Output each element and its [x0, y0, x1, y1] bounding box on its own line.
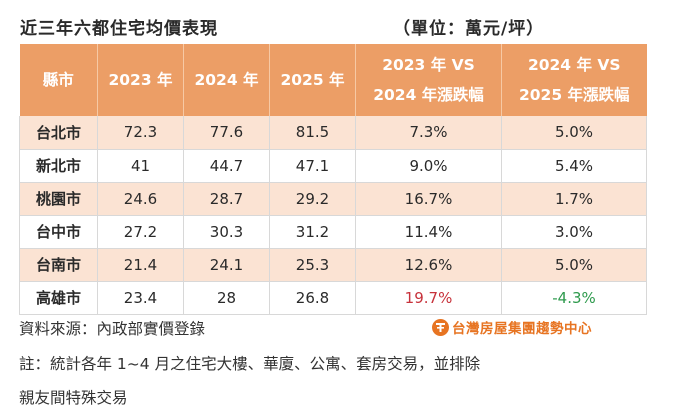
price-2023-cell: 21.4: [97, 248, 184, 282]
price-2024-cell: 77.6: [183, 116, 270, 150]
footnote-line-2: 親友間特殊交易: [19, 389, 128, 407]
city-cell: 桃園市: [19, 182, 98, 216]
data-source-note: 資料來源：內政部實價登錄: [19, 320, 206, 338]
change-2024-2025-cell: 3.0%: [501, 215, 647, 249]
brand-label: 台灣房屋集團趨勢中心: [432, 317, 592, 337]
price-2023-cell: 23.4: [97, 281, 184, 315]
change-2024-2025-cell: 5.0%: [501, 116, 647, 150]
price-2025-cell: 25.3: [269, 248, 356, 282]
price-2025-cell: 47.1: [269, 149, 356, 183]
table-row: 新北市 41 44.7 47.1 9.0% 5.4%: [19, 149, 647, 183]
change-2023-2024-cell-highlight: 19.7%: [355, 281, 502, 315]
header-city: 縣市: [19, 44, 98, 116]
change-2023-2024-cell: 12.6%: [355, 248, 502, 282]
price-2024-cell: 44.7: [183, 149, 270, 183]
change-2024-2025-cell: 1.7%: [501, 182, 647, 216]
city-cell: 台南市: [19, 248, 98, 282]
header-change-2023-2024: 2023 年 VS 2024 年漲跌幅: [355, 44, 502, 116]
brand-name: 台灣房屋集團趨勢中心: [452, 321, 592, 337]
table-title: 近三年六都住宅均價表現: [20, 19, 218, 39]
change-2023-2024-cell: 9.0%: [355, 149, 502, 183]
price-2024-cell: 24.1: [183, 248, 270, 282]
table-header-row: 縣市 2023 年 2024 年 2025 年 2023 年 VS 2024 年…: [19, 44, 647, 116]
price-2025-cell: 29.2: [269, 182, 356, 216]
header-2023: 2023 年: [97, 44, 184, 116]
table-row: 台中市 27.2 30.3 31.2 11.4% 3.0%: [19, 215, 647, 249]
footnote-line-1: 註：統計各年 1~4 月之住宅大樓、華廈、公寓、套房交易，並排除: [19, 355, 481, 373]
table-row: 台北市 72.3 77.6 81.5 7.3% 5.0%: [19, 116, 647, 150]
price-2024-cell: 30.3: [183, 215, 270, 249]
change-2023-2024-cell: 7.3%: [355, 116, 502, 150]
city-cell: 高雄市: [19, 281, 98, 315]
price-2025-cell: 26.8: [269, 281, 356, 315]
table-row: 台南市 21.4 24.1 25.3 12.6% 5.0%: [19, 248, 647, 282]
header-change-2024-2025: 2024 年 VS 2025 年漲跌幅: [501, 44, 647, 116]
change-2024-2025-cell: 5.4%: [501, 149, 647, 183]
price-2023-cell: 41: [97, 149, 184, 183]
price-2024-cell: 28: [183, 281, 270, 315]
change-2023-2024-cell: 16.7%: [355, 182, 502, 216]
table-row: 桃園市 24.6 28.7 29.2 16.7% 1.7%: [19, 182, 647, 216]
price-2024-cell: 28.7: [183, 182, 270, 216]
change-2024-2025-cell: 5.0%: [501, 248, 647, 282]
taiwan-realty-logo-icon: [432, 318, 449, 336]
city-cell: 台中市: [19, 215, 98, 249]
unit-label: （單位：萬元/坪）: [393, 19, 545, 39]
price-2023-cell: 27.2: [97, 215, 184, 249]
price-2023-cell: 72.3: [97, 116, 184, 150]
price-2025-cell: 81.5: [269, 116, 356, 150]
price-2025-cell: 31.2: [269, 215, 356, 249]
change-2023-2024-cell: 11.4%: [355, 215, 502, 249]
price-2023-cell: 24.6: [97, 182, 184, 216]
change-2024-2025-cell-decrease: -4.3%: [501, 281, 647, 315]
city-cell: 新北市: [19, 149, 98, 183]
price-table: 縣市 2023 年 2024 年 2025 年 2023 年 VS 2024 年…: [19, 44, 647, 315]
header-2024: 2024 年: [183, 44, 270, 116]
city-cell: 台北市: [19, 116, 98, 150]
table-row: 高雄市 23.4 28 26.8 19.7% -4.3%: [19, 281, 647, 315]
header-2025: 2025 年: [269, 44, 356, 116]
